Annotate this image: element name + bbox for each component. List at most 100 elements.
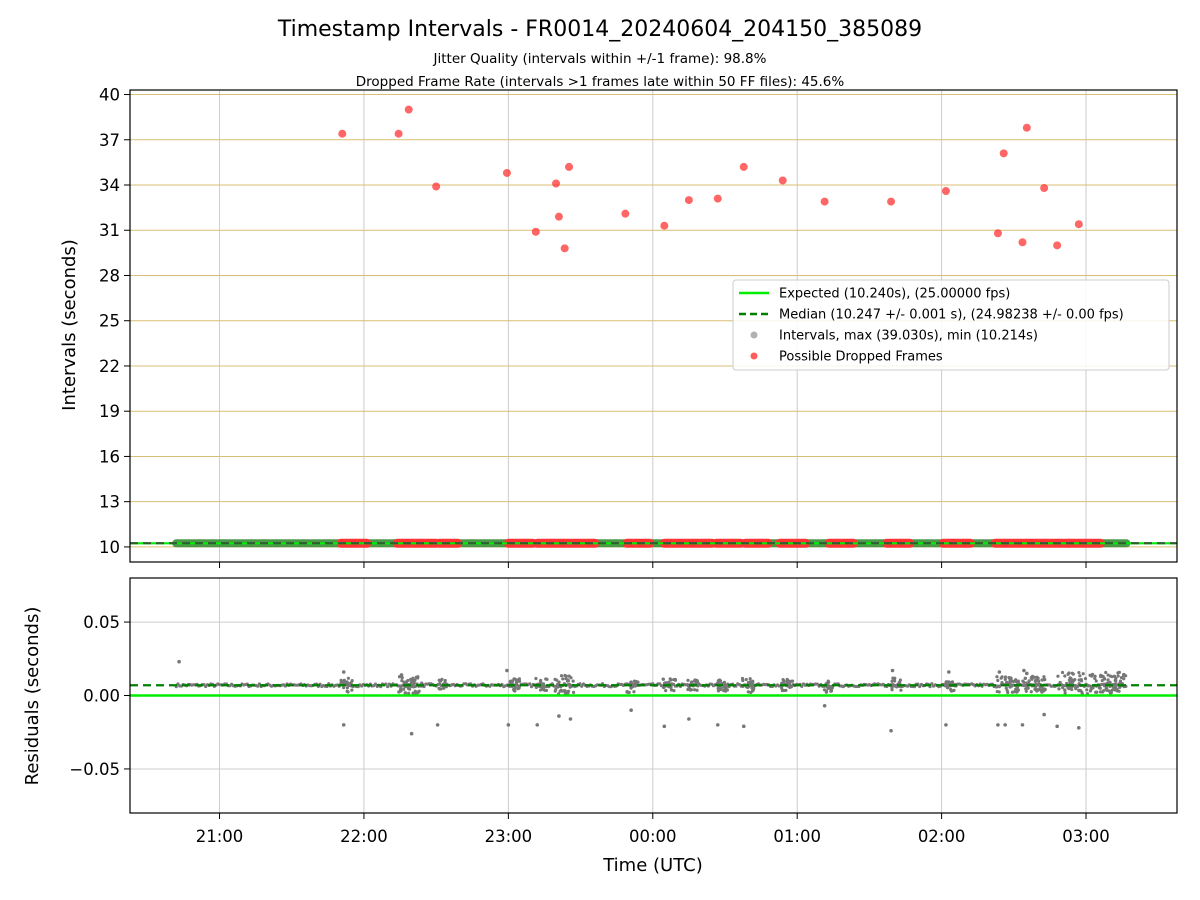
- x-tick-label: 03:00: [1062, 827, 1110, 846]
- bottom-y-tick-label: −0.05: [69, 760, 120, 779]
- residual-outlier: [435, 723, 440, 727]
- residual-point: [891, 676, 895, 680]
- residual-point: [632, 690, 636, 694]
- residual-point: [512, 689, 516, 693]
- residual-point: [830, 686, 834, 690]
- residual-point: [1098, 690, 1103, 694]
- residual-point: [558, 689, 562, 693]
- legend-point-swatch: [750, 331, 758, 339]
- residual-point: [1040, 678, 1044, 682]
- residual-point: [517, 677, 522, 681]
- residual-point: [438, 687, 442, 691]
- legend-label: Possible Dropped Frames: [779, 350, 943, 365]
- dropped-frame-point: [1040, 184, 1049, 193]
- residual-point: [1042, 675, 1046, 679]
- residual-point: [719, 687, 723, 691]
- dropped-frame-point: [660, 221, 669, 230]
- dropped-frame-point: [1074, 220, 1083, 229]
- residual-point: [539, 680, 543, 684]
- residual-point: [632, 679, 637, 683]
- residual-point: [534, 685, 538, 690]
- residual-point: [689, 681, 693, 685]
- legend-point-swatch: [750, 352, 758, 360]
- residual-outlier: [889, 728, 893, 733]
- residual-point: [1106, 673, 1110, 677]
- residual-point: [568, 685, 572, 689]
- residual-point: [724, 684, 728, 688]
- residual-point: [995, 675, 999, 679]
- residual-point: [827, 680, 831, 684]
- residual-point: [513, 686, 518, 690]
- residual-point: [1026, 686, 1030, 690]
- residual-point: [1008, 685, 1012, 689]
- residual-point: [1085, 688, 1089, 692]
- residual-point: [1080, 690, 1084, 694]
- residual-point: [945, 686, 950, 690]
- residual-point: [553, 689, 557, 693]
- residual-point: [1073, 684, 1078, 689]
- dropped-frame-point: [684, 196, 693, 205]
- residual-point: [829, 689, 834, 693]
- dropped-frame-point: [621, 209, 630, 218]
- residual-point: [342, 686, 346, 690]
- residual-point: [443, 681, 447, 685]
- residual-point: [1034, 678, 1038, 682]
- residual-point: [1026, 681, 1031, 685]
- residual-point: [1043, 677, 1047, 682]
- residual-point: [1099, 673, 1103, 677]
- dropped-frame-point: [404, 105, 413, 114]
- residual-point: [949, 687, 953, 692]
- residual-point: [1117, 689, 1121, 693]
- bottom-y-tick-label: 0.00: [83, 687, 120, 706]
- dropped-frame-point: [713, 194, 722, 203]
- residual-point: [1118, 685, 1122, 689]
- residual-outlier: [409, 731, 414, 736]
- residual-point: [409, 680, 413, 684]
- residual-point: [1042, 687, 1046, 691]
- residual-point: [1016, 688, 1021, 692]
- residual-point: [784, 688, 788, 692]
- residual-point: [800, 684, 804, 688]
- residual-point: [1067, 686, 1071, 691]
- residual-point: [826, 684, 830, 688]
- residual-point: [1090, 672, 1095, 676]
- residual-outlier: [1020, 723, 1025, 727]
- residual-outlier: [399, 673, 404, 677]
- residual-point: [1034, 682, 1038, 686]
- dropped-frame-point: [338, 129, 347, 138]
- top-y-tick-label: 13: [99, 493, 120, 512]
- dropped-frame-point: [778, 176, 787, 185]
- residual-point: [350, 688, 354, 692]
- residual-point: [1022, 680, 1026, 684]
- residual-point: [346, 690, 350, 694]
- residual-outlier: [1025, 671, 1029, 676]
- residual-point: [345, 686, 350, 690]
- residual-outlier: [1003, 723, 1007, 727]
- chart-title: Timestamp Intervals - FR0014_20240604_20…: [277, 17, 922, 42]
- residual-point: [528, 682, 532, 686]
- residual-point: [716, 689, 721, 693]
- residual-point: [1079, 678, 1083, 682]
- residual-outlier: [1076, 726, 1081, 730]
- dropped-rate-subtitle: Dropped Frame Rate (intervals >1 frames …: [356, 74, 845, 90]
- dropped-frame-point: [739, 162, 748, 171]
- residual-outlier: [996, 723, 1000, 727]
- intervals-panel: 10 13 16 19 22 25 28 31 34 37 40: [99, 86, 1178, 568]
- residual-point: [571, 690, 576, 694]
- residual-point: [402, 687, 406, 691]
- residual-point: [664, 688, 668, 693]
- dropped-frame-point: [999, 149, 1008, 158]
- residual-point: [399, 689, 403, 693]
- residual-point: [780, 686, 784, 690]
- residual-point: [1094, 679, 1098, 683]
- residual-point: [1097, 686, 1102, 690]
- residual-point: [746, 690, 750, 694]
- residual-point: [890, 686, 894, 690]
- residual-outlier: [177, 659, 181, 664]
- residual-point: [545, 677, 549, 681]
- top-y-tick-label: 28: [99, 266, 120, 285]
- residual-point: [716, 686, 720, 690]
- residual-point: [580, 684, 584, 688]
- residual-point: [346, 676, 350, 680]
- residual-point: [414, 675, 418, 679]
